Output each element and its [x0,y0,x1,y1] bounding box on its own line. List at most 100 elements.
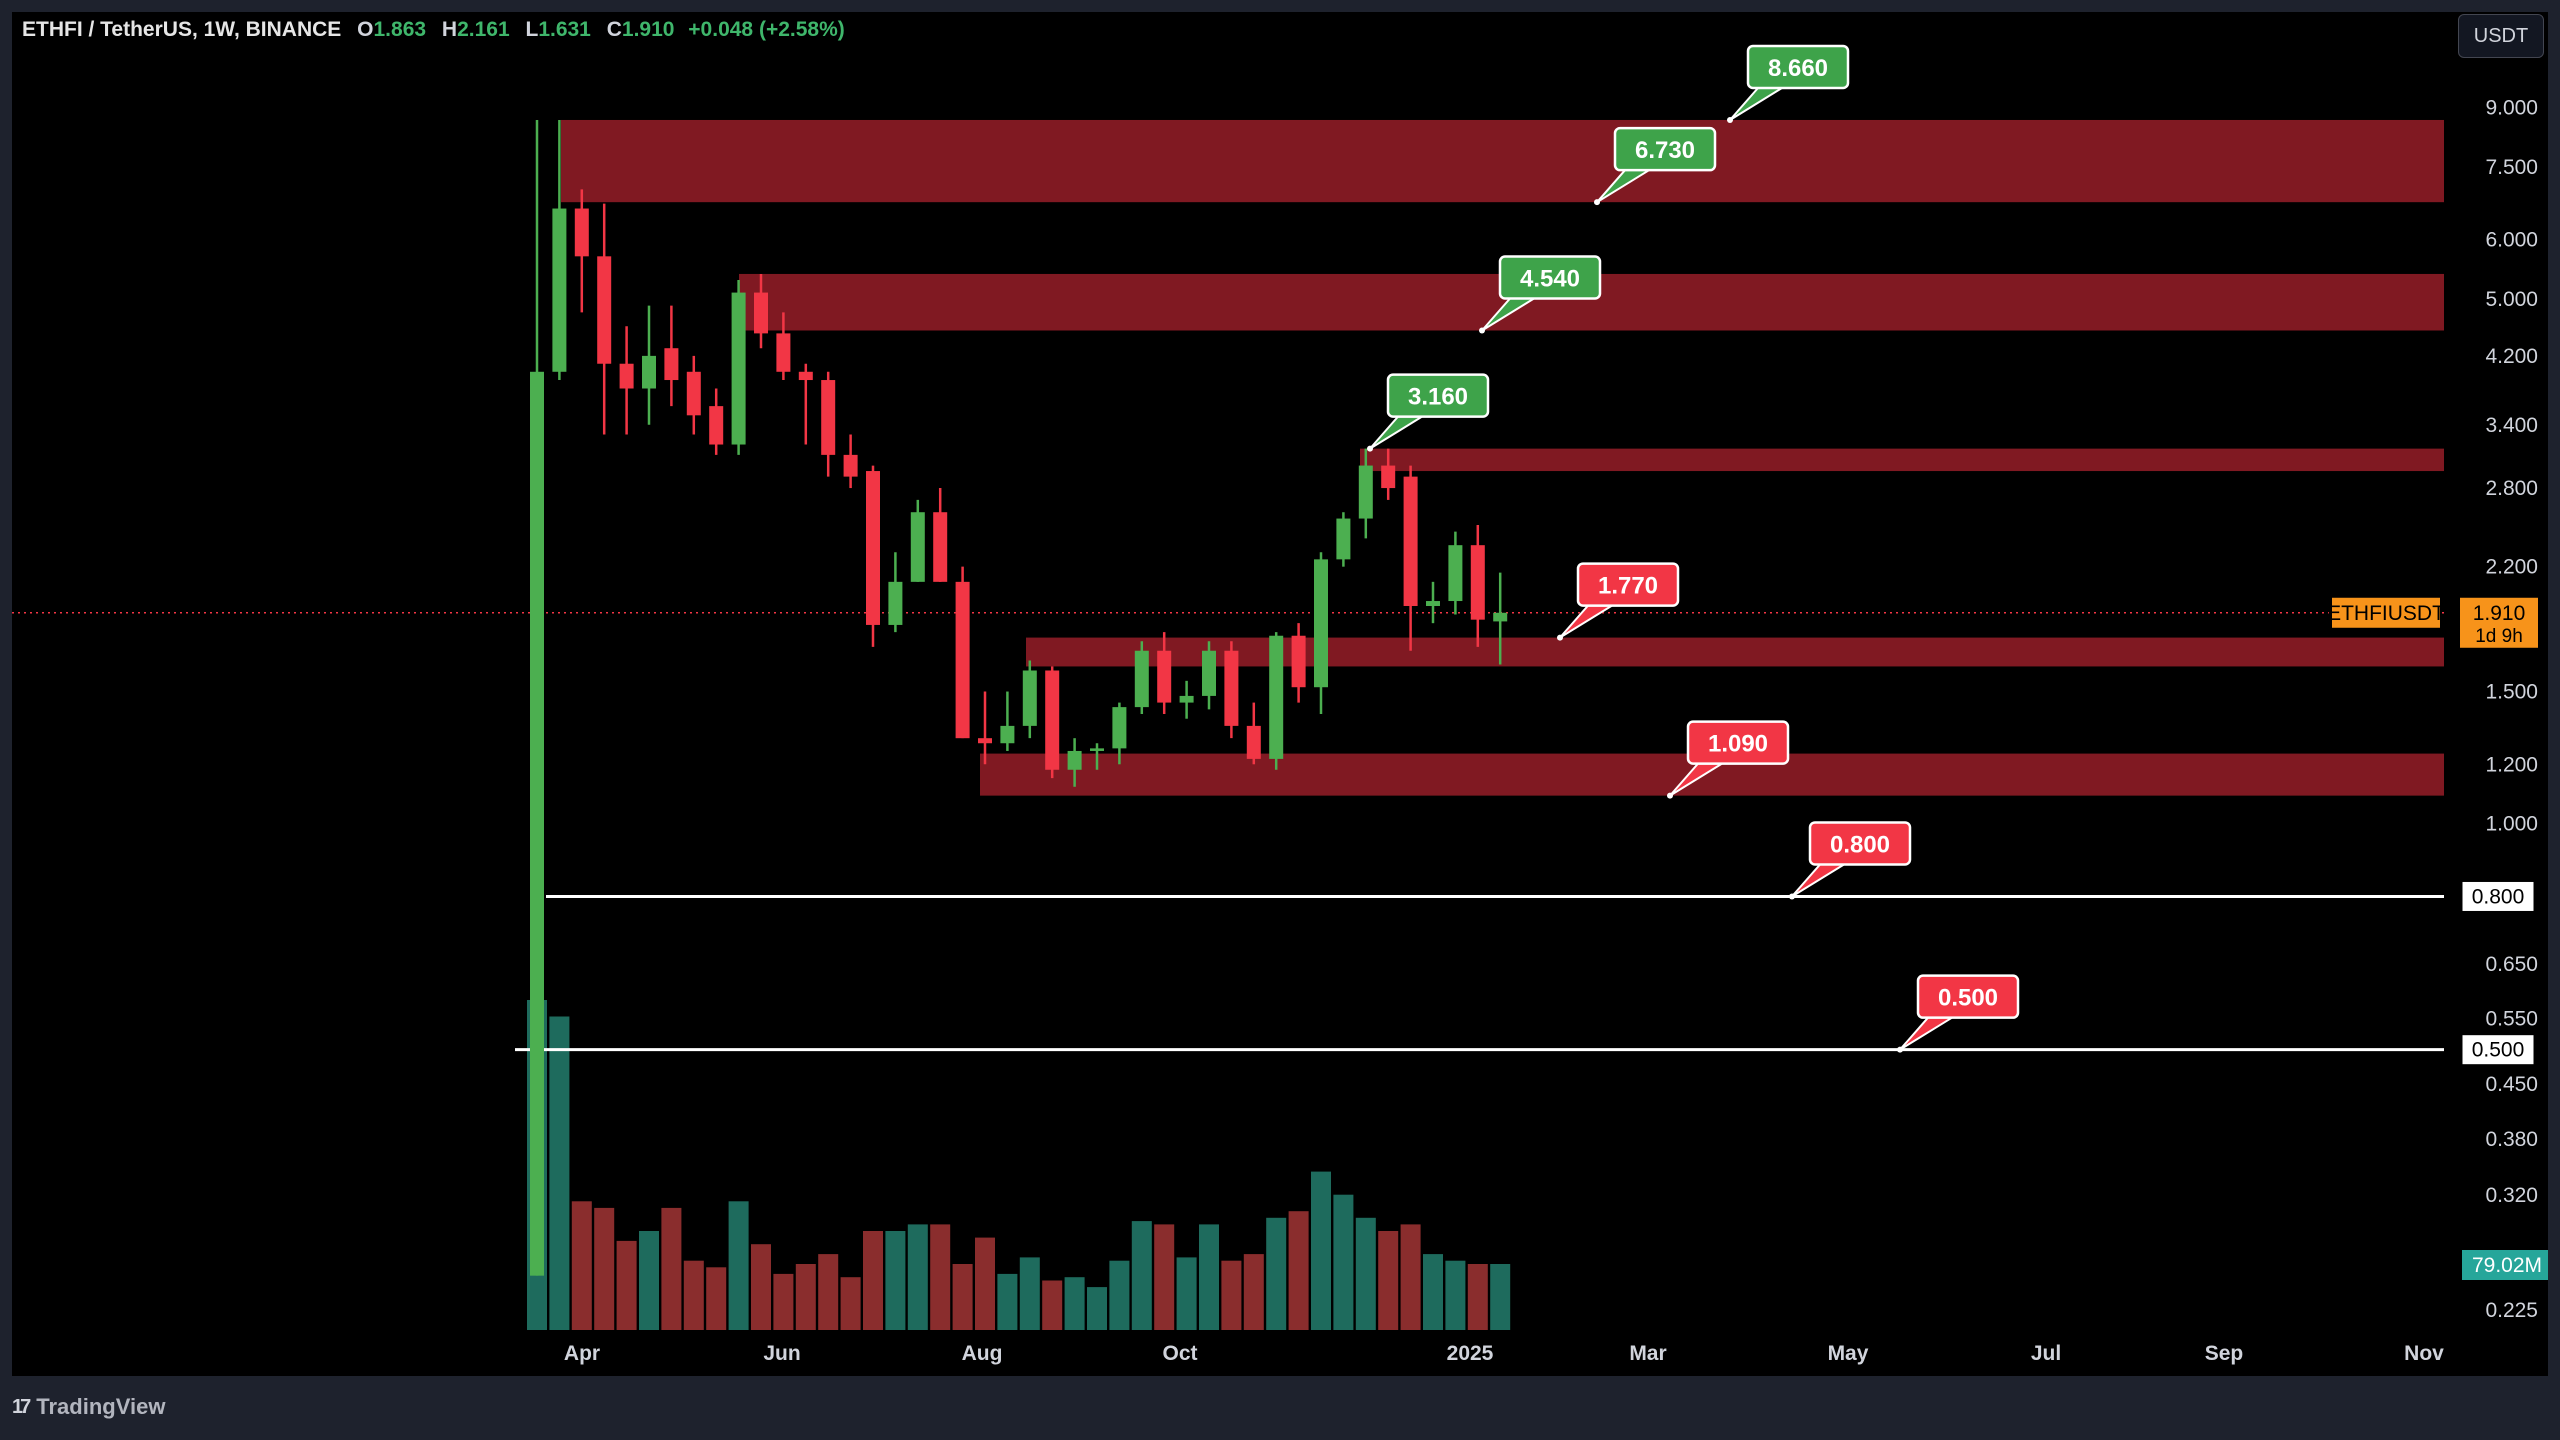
volume-bar [1378,1231,1399,1330]
candle-body[interactable] [776,333,791,372]
candle-body[interactable] [1179,695,1194,703]
volume-bar [997,1273,1018,1330]
price-callout[interactable] [1576,562,1680,607]
high-label: H [441,18,458,41]
tradingview-wordmark: TradingView [36,1394,166,1419]
volume-bar [594,1207,615,1330]
volume-bar [930,1224,951,1330]
chart-pane[interactable]: 8.660 6.730 4.540 3.160 1.770 1.090 0.800 0.500… [12,12,2548,1376]
volume-bar [683,1260,704,1330]
tradingview-logo[interactable]: 17 TradingView [12,1394,165,1420]
symbol-price-tag [2332,597,2440,628]
candle-body[interactable] [798,371,813,381]
candle-body[interactable] [709,406,724,445]
y-axis-tick-label: 0.550 [2485,1008,2538,1031]
candle-body[interactable] [574,208,589,257]
candle-body[interactable] [1045,670,1060,770]
candle-body[interactable] [1000,725,1015,744]
callout-anchor-point [1594,199,1600,206]
volume-bar [863,1231,883,1330]
x-axis-tick-label: Jun [763,1342,800,1365]
candle-body[interactable] [664,348,679,381]
price-chart[interactable]: 8.660 6.730 4.540 3.160 1.770 1.090 0.800 0.500… [12,12,2548,1376]
y-axis-tick-label: 9.000 [2485,96,2538,119]
volume-bar [571,1201,592,1330]
price-callout[interactable] [1916,974,2020,1019]
candle-body[interactable] [1448,545,1463,602]
low-label: L [525,18,539,41]
candle-body[interactable] [866,471,880,625]
candle-body[interactable] [1090,748,1104,751]
currency-button[interactable]: USDT [2458,14,2544,58]
level-axis-tag-label: 0.800 [2472,885,2525,908]
candle-body[interactable] [910,512,925,582]
price-callout[interactable] [1613,126,1717,172]
price-callout-label: 1.770 [1598,573,1658,600]
candle-body[interactable] [821,380,836,455]
candle-body[interactable] [978,738,992,744]
volume-bar [1400,1224,1421,1330]
candle-body[interactable] [1470,545,1485,620]
candle-body[interactable] [1336,518,1351,560]
y-axis-tick-label: 1.000 [2485,813,2538,836]
volume-bar [1176,1257,1197,1330]
ohlc-legend: ETHFI / TetherUS, 1W, BINANCE O1.863 H2.… [22,18,845,42]
candle-body[interactable] [1381,465,1396,489]
volume-bar [616,1240,637,1330]
level-axis-tag-label: 0.500 [2472,1039,2525,1062]
candle-body[interactable] [1314,559,1328,688]
candle-body[interactable] [1291,635,1306,688]
price-callout[interactable] [1746,44,1850,90]
candle-body[interactable] [686,371,701,416]
candle-body[interactable] [1112,707,1127,749]
y-axis-tick-label: 0.320 [2485,1184,2538,1207]
price-callout[interactable] [1686,720,1790,765]
volume-bar [1445,1260,1466,1330]
x-axis-tick-label: May [1828,1342,1869,1365]
candle-body[interactable] [530,371,544,1276]
candle-body[interactable] [843,454,858,477]
price-callout-label: 3.160 [1408,384,1468,411]
volume-axis-tag-label: 79.02M [2472,1254,2542,1277]
candle-body[interactable] [955,581,970,739]
candle-body[interactable] [888,581,903,625]
volume-bar [1064,1277,1085,1330]
candle-body[interactable] [1224,650,1239,726]
candle-body[interactable] [1269,635,1284,759]
callout-pointer [1791,863,1848,898]
price-callout[interactable] [1386,373,1490,418]
open-label: O [357,18,374,41]
candle-body[interactable] [552,208,567,372]
price-callout[interactable] [1808,821,1912,866]
candle-body[interactable] [1134,650,1149,708]
candle-body[interactable] [1493,612,1508,622]
candle-body[interactable] [1403,476,1418,607]
candle-body[interactable] [642,355,656,389]
candle-body[interactable] [1067,750,1082,770]
candle-body[interactable] [1157,650,1172,703]
candle-body[interactable] [1358,465,1373,519]
price-callout-label: 4.540 [1520,266,1580,293]
candle-body[interactable] [1202,650,1216,696]
x-axis-tick-label: 2025 [1447,1342,1494,1365]
x-axis-tick-label: Mar [1629,1342,1666,1365]
candle-body[interactable] [731,292,746,445]
candle-body[interactable] [1022,670,1037,726]
volume-bar [1311,1171,1331,1330]
level-axis-tag [2461,1034,2535,1066]
price-callout[interactable] [1498,255,1602,300]
candle-body[interactable] [1426,601,1440,607]
y-axis-tick-label: 1.200 [2485,753,2538,776]
symbol-title[interactable]: ETHFI / TetherUS, 1W, BINANCE [22,18,342,41]
x-axis-tick-label: Apr [564,1342,600,1365]
candle-body[interactable] [933,512,948,582]
volume-bar [728,1201,749,1330]
y-axis-tick-label: 7.500 [2485,156,2538,179]
candle-body[interactable] [1246,725,1261,759]
candle-body[interactable] [597,256,612,364]
volume-bar [661,1207,682,1330]
candle-body[interactable] [619,363,634,389]
callout-pointer [1729,86,1786,121]
candle-body[interactable] [754,292,768,334]
